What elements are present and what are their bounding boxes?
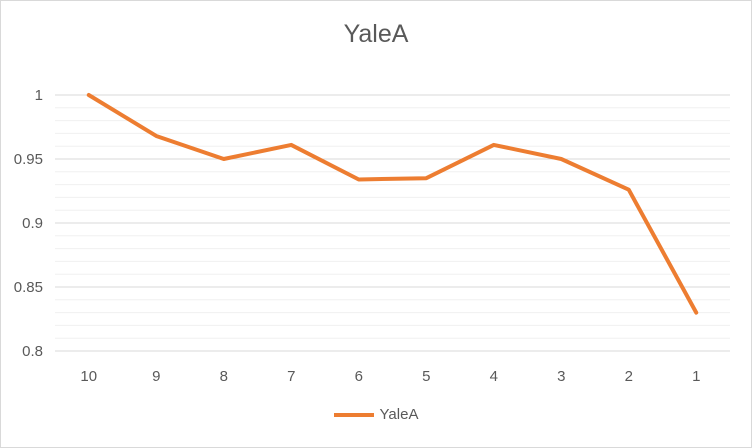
x-tick-label: 3 <box>557 368 565 385</box>
series-line <box>86 93 699 315</box>
legend-label: YaleA <box>379 406 419 423</box>
x-axis-ticks: 10 9 8 7 6 5 4 3 2 1 <box>80 368 700 385</box>
x-tick-label: 7 <box>287 368 295 385</box>
legend: YaleA <box>0 406 752 423</box>
y-tick-label: 0.95 <box>14 151 43 168</box>
x-tick-label: 5 <box>422 368 430 385</box>
x-tick-label: 1 <box>692 368 700 385</box>
y-tick-label: 0.85 <box>14 279 43 296</box>
x-tick-label: 4 <box>490 368 498 385</box>
x-tick-label: 2 <box>625 368 633 385</box>
y-axis-ticks: 0.8 0.85 0.9 0.95 1 <box>14 87 43 360</box>
grid-lines <box>55 94 730 352</box>
y-tick-label: 0.8 <box>22 343 43 360</box>
chart-title: YaleA <box>343 20 409 48</box>
series-lines <box>86 93 699 315</box>
x-tick-label: 10 <box>80 368 97 385</box>
x-tick-label: 9 <box>152 368 160 385</box>
y-tick-label: 1 <box>35 87 43 104</box>
x-tick-label: 8 <box>220 368 228 385</box>
x-tick-label: 6 <box>355 368 363 385</box>
legend-swatch <box>333 412 374 417</box>
y-tick-label: 0.9 <box>22 215 43 232</box>
